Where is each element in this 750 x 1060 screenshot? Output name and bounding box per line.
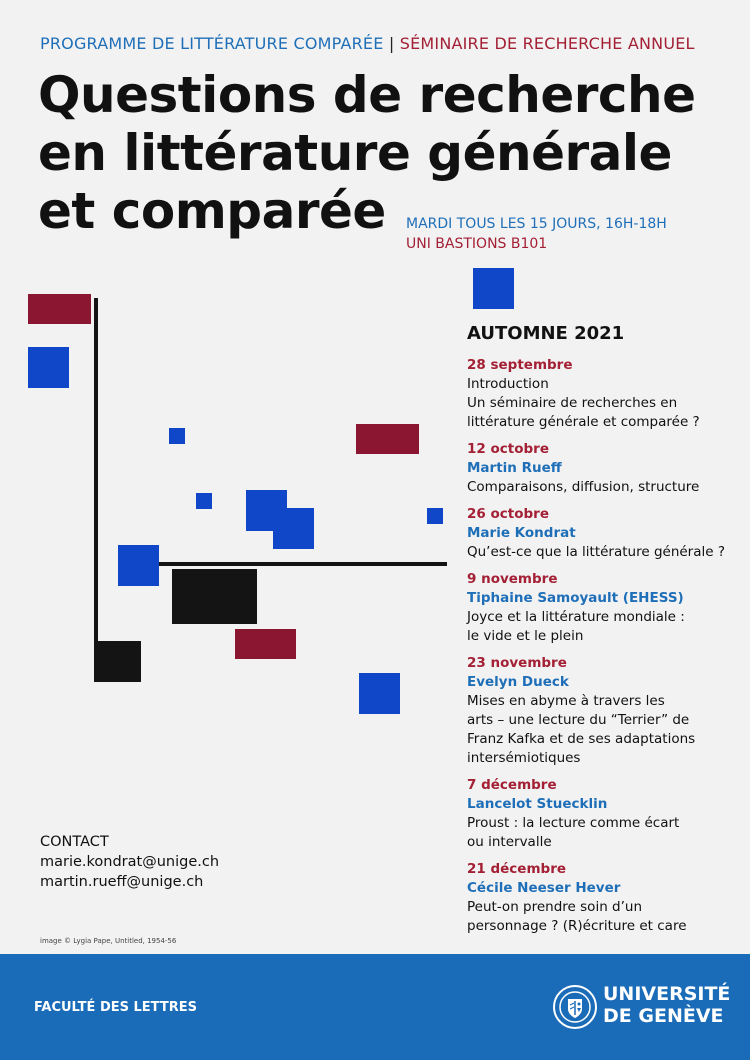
event-item: 7 décembre Lancelot Stuecklin Proust : l…: [467, 776, 737, 852]
header-separator: |: [388, 34, 395, 53]
event-item: 28 septembre Introduction Un séminaire d…: [467, 356, 737, 432]
header-line: PROGRAMME DE LITTÉRATURE COMPARÉE | SÉMI…: [40, 34, 695, 53]
event-speaker: Evelyn Dueck: [467, 674, 569, 690]
art-blue-square: [427, 508, 443, 524]
event-item: 23 novembre Evelyn Dueck Mises en abyme …: [467, 654, 737, 768]
event-date: 26 octobre: [467, 506, 549, 522]
event-talk-line: Un séminaire de recherches en: [467, 395, 678, 411]
title-line-1: Questions de recherche: [38, 66, 696, 124]
contact-block: CONTACT marie.kondrat@unige.ch martin.ru…: [40, 832, 219, 892]
footer-bar: [0, 954, 750, 1060]
university-seal-icon: [552, 984, 598, 1030]
event-talk-line: ou intervalle: [467, 834, 552, 850]
title-line-3: et comparée: [38, 182, 386, 240]
event-talk-line: Joyce et la littérature mondiale :: [467, 609, 685, 625]
faculty-name: FACULTÉ DES LETTRES: [34, 1000, 197, 1015]
university-name: UNIVERSITÉ DE GENÈVE: [603, 983, 730, 1027]
programme-label: PROGRAMME DE LITTÉRATURE COMPARÉE: [40, 34, 384, 53]
event-list: 28 septembre Introduction Un séminaire d…: [467, 356, 737, 944]
event-talk-line: le vide et le plein: [467, 628, 584, 644]
event-date: 9 novembre: [467, 571, 558, 587]
art-blue-square: [118, 545, 159, 586]
art-horizontal-line: [145, 562, 447, 566]
schedule-when: MARDI TOUS LES 15 JOURS, 16H-18H: [406, 216, 667, 232]
event-talk-line: Franz Kafka et de ses adaptations: [467, 731, 696, 747]
season-heading: AUTOMNE 2021: [467, 323, 625, 344]
event-talk-line: Introduction: [467, 376, 549, 392]
title-line-2: en littérature générale: [38, 124, 672, 182]
event-speaker: Cécile Neeser Hever: [467, 880, 621, 896]
event-item: 21 décembre Cécile Neeser Hever Peut-on …: [467, 860, 737, 936]
event-talk-line: Proust : la lecture comme écart: [467, 815, 680, 831]
art-black-square: [98, 641, 141, 682]
art-red-rect: [356, 424, 419, 454]
art-blue-square: [169, 428, 185, 444]
university-name-line-2: DE GENÈVE: [603, 1005, 724, 1027]
art-blue-square: [28, 347, 69, 388]
art-black-rect: [172, 569, 257, 624]
contact-email-1[interactable]: marie.kondrat@unige.ch: [40, 854, 220, 870]
art-blue-square: [359, 673, 400, 714]
event-date: 28 septembre: [467, 357, 573, 373]
event-date: 21 décembre: [467, 861, 567, 877]
event-speaker: Martin Rueff: [467, 460, 562, 476]
event-date: 23 novembre: [467, 655, 567, 671]
event-talk-line: arts – une lecture du “Terrier” de: [467, 712, 690, 728]
event-talk-line: Peut-on prendre soin d’un: [467, 899, 643, 915]
university-name-line-1: UNIVERSITÉ: [603, 983, 731, 1005]
event-speaker: Marie Kondrat: [467, 525, 576, 541]
event-talk-line: Comparaisons, diffusion, structure: [467, 479, 700, 495]
schedule-where: UNI BASTIONS B101: [406, 236, 548, 252]
seminaire-label: SÉMINAIRE DE RECHERCHE ANNUEL: [399, 34, 695, 53]
event-talk-line: Mises en abyme à travers les: [467, 693, 665, 709]
event-talk-line: Qu’est-ce que la littérature générale ?: [467, 544, 726, 560]
image-credit: image © Lygia Pape, Untitled, 1954-56: [40, 937, 177, 945]
event-date: 12 octobre: [467, 441, 549, 457]
art-blue-square: [473, 268, 514, 309]
art-blue-square: [273, 508, 314, 549]
art-red-rect: [28, 294, 91, 324]
event-item: 12 octobre Martin Rueff Comparaisons, di…: [467, 440, 737, 497]
event-speaker: Tiphaine Samoyault (EHESS): [467, 590, 684, 606]
art-blue-square: [196, 493, 212, 509]
art-vertical-line: [94, 298, 98, 682]
event-talk-line: intersémiotiques: [467, 750, 581, 766]
event-talk-line: littérature générale et comparée ?: [467, 414, 700, 430]
art-red-rect: [235, 629, 296, 659]
contact-label: CONTACT: [40, 834, 109, 850]
event-item: 26 octobre Marie Kondrat Qu’est-ce que l…: [467, 505, 737, 562]
event-talk-line: personnage ? (R)écriture et care: [467, 918, 687, 934]
contact-email-2[interactable]: martin.rueff@unige.ch: [40, 874, 204, 890]
poster-title: Questions de recherche en littérature gé…: [38, 66, 696, 240]
event-date: 7 décembre: [467, 777, 557, 793]
schedule-info: MARDI TOUS LES 15 JOURS, 16H-18H UNI BAS…: [406, 214, 667, 254]
event-speaker: Lancelot Stuecklin: [467, 796, 608, 812]
event-item: 9 novembre Tiphaine Samoyault (EHESS) Jo…: [467, 570, 737, 646]
